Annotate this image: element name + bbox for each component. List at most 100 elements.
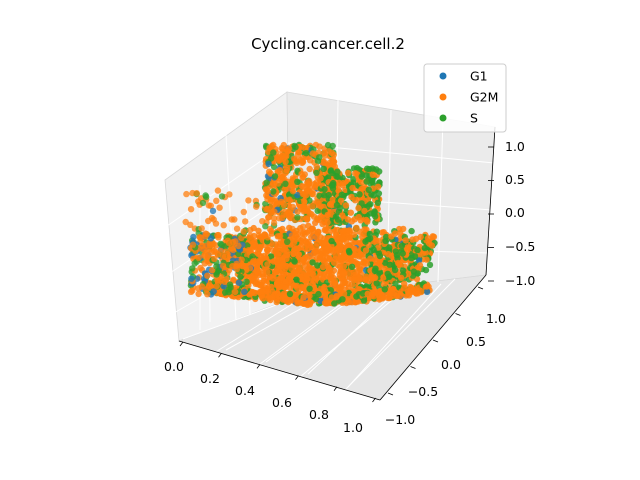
scatter-point-g2m bbox=[235, 242, 242, 250]
scatter-point-g1 bbox=[423, 288, 431, 295]
scatter-point-g2m bbox=[222, 248, 229, 255]
scatter-point-g2m bbox=[290, 250, 297, 258]
scatter-point-g2m bbox=[289, 178, 296, 185]
scatter-point-s bbox=[348, 263, 356, 270]
scatter-point-g2m bbox=[347, 209, 354, 216]
scatter-point-g2m bbox=[339, 235, 347, 242]
scatter-point-s bbox=[270, 149, 277, 156]
scatter-point-s bbox=[422, 266, 430, 274]
scatter-point-g2m bbox=[250, 258, 257, 265]
scatter-point-s bbox=[360, 297, 368, 304]
scatter-point-g1 bbox=[265, 160, 272, 168]
scatter-point-g2m bbox=[239, 262, 246, 270]
scatter-point-g2m bbox=[349, 184, 356, 192]
z-tick-label: −0.5 bbox=[505, 239, 535, 254]
scatter-point-g2m bbox=[325, 148, 332, 155]
x-tick-mark bbox=[256, 364, 261, 369]
x-tick-mark bbox=[372, 397, 376, 403]
scatter-point-g2m bbox=[209, 267, 216, 274]
scatter-point-g2m bbox=[289, 188, 297, 195]
scatter-point-s bbox=[359, 290, 367, 297]
scatter-point-g2m bbox=[308, 190, 316, 198]
scatter-point-g2m bbox=[264, 268, 271, 275]
y-tick-label: −1.0 bbox=[385, 412, 415, 427]
scatter-point-g2m bbox=[251, 289, 258, 297]
scatter-point-g2m bbox=[275, 293, 283, 300]
scatter-point-g2m bbox=[198, 225, 205, 232]
tick-marks bbox=[179, 146, 494, 403]
scatter-point-g2m bbox=[220, 222, 227, 229]
scatter-point-g2m bbox=[352, 170, 359, 177]
scatter-point-g2m bbox=[278, 237, 285, 245]
scatter-point-s bbox=[320, 165, 327, 173]
scatter-point-g2m bbox=[278, 198, 285, 206]
legend-label-g1: G1 bbox=[470, 69, 488, 84]
scatter-point-g2m bbox=[273, 251, 280, 258]
scatter-point-s bbox=[356, 191, 363, 198]
scatter-point-g2m bbox=[386, 290, 393, 297]
scatter-point-s bbox=[411, 253, 419, 260]
scatter-point-g2m bbox=[325, 264, 332, 271]
scatter-point-g2m bbox=[355, 204, 362, 212]
scatter-point-g2m bbox=[394, 259, 402, 267]
scatter-point-s bbox=[414, 246, 421, 254]
scatter-point-g2m bbox=[317, 175, 324, 182]
scatter-point-g1 bbox=[294, 191, 301, 199]
scatter-point-g2m bbox=[337, 197, 345, 204]
scatter-point-g2m bbox=[207, 202, 214, 209]
scatter-point-g2m bbox=[225, 239, 233, 246]
scatter-point-s bbox=[350, 176, 357, 183]
z-tick-label: 0.0 bbox=[505, 205, 525, 220]
scatter-point-g2m bbox=[309, 203, 316, 210]
scatter-point-g2m bbox=[374, 183, 382, 190]
scatter-point-g2m bbox=[319, 263, 327, 271]
scatter-point-g2m bbox=[289, 225, 296, 233]
z-tick-label: −1.0 bbox=[505, 273, 535, 288]
scatter-point-g2m bbox=[213, 282, 220, 290]
scatter-point-g2m bbox=[306, 165, 313, 173]
scatter-point-g2m bbox=[214, 232, 221, 239]
scatter-point-g2m bbox=[288, 265, 295, 273]
scatter-point-g2m bbox=[257, 282, 264, 289]
scatter-point-g2m bbox=[296, 264, 304, 272]
scatter-point-g2m bbox=[267, 296, 274, 304]
scatter-point-g2m bbox=[233, 265, 241, 273]
scatter-point-g2m bbox=[303, 216, 311, 223]
y-tick-label: 0.0 bbox=[441, 357, 461, 372]
scatter-point-g2m bbox=[187, 206, 195, 213]
scatter-point-g2m bbox=[203, 242, 210, 249]
scatter-point-g1 bbox=[415, 257, 423, 264]
scatter-point-s bbox=[263, 179, 270, 186]
scatter-point-g2m bbox=[319, 253, 326, 260]
scatter-point-g2m bbox=[306, 292, 313, 300]
scatter-point-g2m bbox=[340, 290, 348, 297]
scatter-point-g2m bbox=[238, 256, 245, 263]
scatter-point-s bbox=[367, 235, 374, 242]
scatter-point-g2m bbox=[360, 230, 368, 238]
scatter-point-s bbox=[332, 213, 340, 220]
scatter-point-g2m bbox=[337, 255, 344, 262]
scatter-point-g2m bbox=[255, 232, 263, 239]
scatter-point-g2m bbox=[266, 225, 274, 233]
scatter-point-g2m bbox=[304, 245, 312, 253]
scatter-point-g2m bbox=[316, 143, 323, 150]
scatter-point-g2m bbox=[306, 157, 314, 164]
scatter-point-g2m bbox=[193, 190, 200, 197]
scatter-point-g2m bbox=[304, 241, 311, 248]
scatter-point-g2m bbox=[375, 244, 382, 251]
scatter-point-g2m bbox=[217, 247, 224, 255]
scatter-point-g2m bbox=[280, 141, 287, 149]
y-tick-mark bbox=[455, 313, 461, 316]
scatter-point-g2m bbox=[288, 232, 296, 239]
scatter-point-g2m bbox=[276, 232, 284, 240]
scatter-point-s bbox=[350, 165, 358, 172]
scatter-point-g2m bbox=[333, 293, 340, 301]
scatter-point-s bbox=[286, 290, 294, 298]
scatter-point-g2m bbox=[271, 208, 278, 215]
scatter-point-g2m bbox=[309, 150, 317, 157]
scatter-point-g2m bbox=[301, 231, 308, 238]
scatter-point-g2m bbox=[354, 260, 362, 268]
scatter-point-g2m bbox=[351, 197, 359, 204]
x-tick-label: 0.8 bbox=[309, 407, 329, 422]
